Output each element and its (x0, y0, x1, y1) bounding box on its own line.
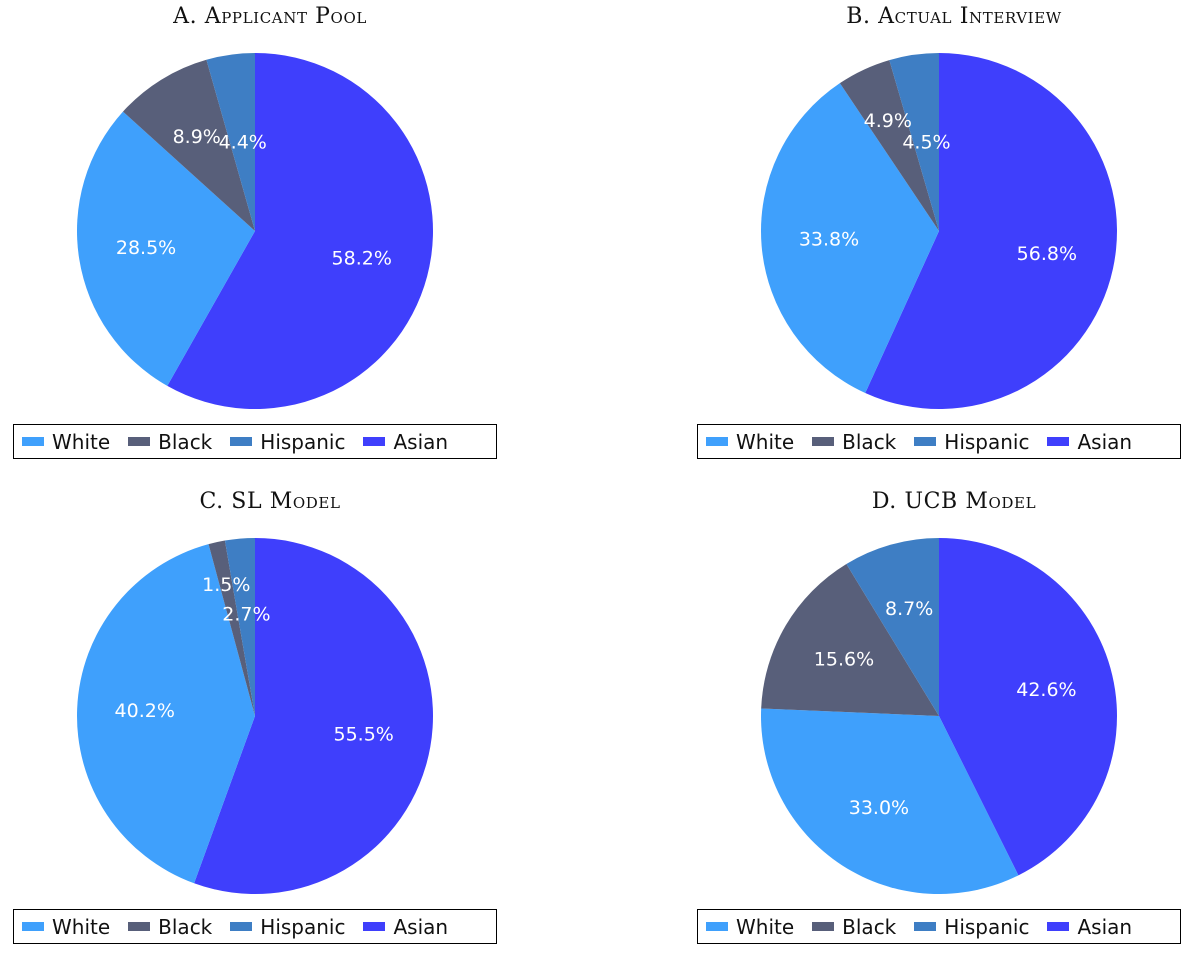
legend-swatch-white (706, 922, 728, 931)
legend-swatch-black (128, 437, 151, 446)
legend-swatch-black (812, 922, 835, 931)
chart-title: B. Actual Interview (846, 4, 1062, 29)
legend-swatch-white (22, 922, 44, 931)
legend-item-white: White (22, 430, 110, 454)
pie-slice-hispanic (889, 53, 939, 231)
legend-label: Asian (393, 914, 449, 939)
pie-slice-hispanic (846, 538, 939, 716)
panel-actual-interview: B. Actual Interview 56.8% 33.8% 4.9% 4.5% W… (684, 0, 1197, 470)
pie-slice-black (122, 59, 255, 231)
legend-swatch-asian (1047, 922, 1070, 931)
slice-label-black: 4.9% (864, 110, 912, 132)
slice-label-black: 15.6% (814, 648, 874, 670)
slice-label-hispanic: 8.7% (885, 598, 933, 620)
slice-label-asian: 42.6% (1016, 679, 1076, 701)
legend-item-black: Black (128, 915, 212, 939)
pie-slice-asian (865, 53, 1117, 409)
legend-item-hispanic: Hispanic (230, 915, 345, 939)
pie-slice-white (761, 83, 939, 393)
legend-swatch-hispanic (230, 922, 253, 931)
slice-label-asian: 56.8% (1017, 243, 1077, 265)
legend-label: White (736, 914, 795, 939)
panel-applicant-pool: A. Applicant Pool 58.2% 28.5% 8.9% 4.4% Whi… (0, 0, 540, 470)
legend-item-black: Black (128, 430, 212, 454)
slice-label-white: 33.0% (849, 797, 909, 819)
slice-label-white: 33.8% (799, 229, 859, 251)
legend-label: Asian (393, 429, 449, 454)
pie-slice-asian (194, 538, 434, 894)
slice-label-hispanic: 4.4% (219, 131, 267, 153)
legend-label: Asian (1077, 429, 1133, 454)
legend-item-white: White (706, 915, 794, 939)
legend-label: Hispanic (260, 914, 346, 939)
slice-label-asian: 58.2% (332, 248, 392, 270)
legend-label: White (52, 429, 111, 454)
legend-label: Black (842, 914, 897, 939)
legend-swatch-black (128, 922, 151, 931)
legend-swatch-hispanic (230, 437, 253, 446)
chart-title: C. SL Model (199, 489, 341, 514)
slice-label-hispanic: 4.5% (902, 131, 950, 153)
legend: White Black Hispanic Asian (697, 424, 1181, 459)
legend-label: Black (842, 429, 897, 454)
pie-slice-white (77, 544, 256, 884)
legend-label: Black (158, 914, 213, 939)
legend-swatch-asian (1047, 437, 1070, 446)
pie-chart-applicant-pool: 58.2% 28.5% 8.9%4.4% (77, 53, 433, 410)
legend: White Black Hispanic Asian (13, 909, 497, 944)
legend: White Black Hispanic Asian (697, 909, 1181, 944)
pie-slice-hispanic (206, 53, 255, 231)
slice-label-black: 8.9% (173, 126, 221, 148)
legend-item-hispanic: Hispanic (914, 915, 1029, 939)
legend-item-hispanic: Hispanic (914, 430, 1029, 454)
panel-sl-model: C. SL Model 55.5% 40.2% 1.5% 2.7% White Bla… (0, 485, 540, 955)
pie-slice-white (77, 111, 255, 386)
pie-slice-black (839, 60, 939, 232)
legend-label: Asian (1077, 914, 1133, 939)
legend-label: White (52, 914, 111, 939)
pie-slice-asian (167, 53, 433, 410)
legend-item-black: Black (812, 915, 896, 939)
pie-slice-white (761, 708, 1019, 894)
legend-item-asian: Asian (363, 915, 448, 939)
slice-label-white: 28.5% (116, 237, 176, 259)
legend: White Black Hispanic Asian (13, 424, 497, 459)
chart-title: D. UCB Model (871, 489, 1037, 514)
pie-chart-sl-model: 55.5% 40.2% 1.5% 2.7% (77, 538, 434, 894)
legend-label: White (736, 429, 795, 454)
panel-ucb-model: D. UCB Model 42.6% 33.0% 15.6% 8.7% White B… (684, 485, 1197, 955)
legend-swatch-white (706, 437, 728, 446)
legend-swatch-black (812, 437, 835, 446)
legend-swatch-white (22, 437, 44, 446)
legend-swatch-asian (363, 437, 386, 446)
pie-slice-black (761, 563, 939, 716)
slice-label-black: 1.5% (202, 574, 250, 596)
legend-swatch-hispanic (914, 437, 937, 446)
legend-label: Hispanic (260, 429, 346, 454)
slice-label-white: 40.2% (115, 700, 175, 722)
legend-label: Black (158, 429, 213, 454)
chart-title: A. Applicant Pool (173, 4, 367, 29)
pie-chart-ucb-model: 42.6% 33.0% 15.6% 8.7% (761, 538, 1117, 894)
legend-item-hispanic: Hispanic (230, 430, 345, 454)
pie-slice-black (208, 540, 255, 716)
legend-swatch-hispanic (914, 922, 937, 931)
pie-chart-actual-interview: 56.8% 33.8% 4.9%4.5% (761, 53, 1117, 409)
legend-swatch-asian (363, 922, 386, 931)
legend-item-white: White (22, 915, 110, 939)
legend-item-white: White (706, 430, 794, 454)
legend-label: Hispanic (944, 914, 1030, 939)
pie-slice-hispanic (224, 538, 255, 716)
legend-label: Hispanic (944, 429, 1030, 454)
legend-item-asian: Asian (1047, 915, 1132, 939)
slice-label-hispanic: 2.7% (222, 603, 270, 625)
legend-item-asian: Asian (363, 430, 448, 454)
slice-label-asian: 55.5% (334, 724, 394, 746)
pie-slice-asian (939, 538, 1117, 876)
legend-item-asian: Asian (1047, 430, 1132, 454)
legend-item-black: Black (812, 430, 896, 454)
